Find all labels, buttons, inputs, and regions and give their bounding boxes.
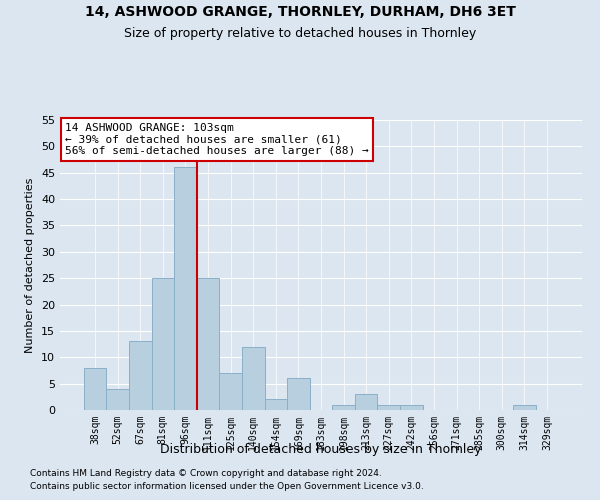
Bar: [106, 389, 129, 410]
Text: Contains public sector information licensed under the Open Government Licence v3: Contains public sector information licen…: [30, 482, 424, 491]
Bar: [197, 278, 220, 410]
Text: Distribution of detached houses by size in Thornley: Distribution of detached houses by size …: [160, 442, 482, 456]
Bar: [129, 342, 152, 410]
Bar: [513, 404, 536, 410]
Bar: [84, 368, 106, 410]
Text: Size of property relative to detached houses in Thornley: Size of property relative to detached ho…: [124, 28, 476, 40]
Text: 14, ASHWOOD GRANGE, THORNLEY, DURHAM, DH6 3ET: 14, ASHWOOD GRANGE, THORNLEY, DURHAM, DH…: [85, 5, 515, 19]
Bar: [287, 378, 310, 410]
Bar: [174, 168, 197, 410]
Bar: [265, 400, 287, 410]
Bar: [220, 373, 242, 410]
Bar: [400, 404, 422, 410]
Bar: [377, 404, 400, 410]
Bar: [242, 346, 265, 410]
Text: 14 ASHWOOD GRANGE: 103sqm
← 39% of detached houses are smaller (61)
56% of semi-: 14 ASHWOOD GRANGE: 103sqm ← 39% of detac…: [65, 123, 369, 156]
Y-axis label: Number of detached properties: Number of detached properties: [25, 178, 35, 352]
Bar: [332, 404, 355, 410]
Bar: [152, 278, 174, 410]
Text: Contains HM Land Registry data © Crown copyright and database right 2024.: Contains HM Land Registry data © Crown c…: [30, 468, 382, 477]
Bar: [355, 394, 377, 410]
